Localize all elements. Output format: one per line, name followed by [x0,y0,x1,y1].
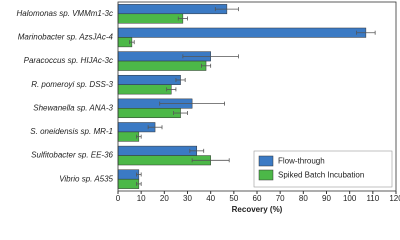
error-bar [200,63,212,68]
x-tick-label: 80 [299,194,308,203]
error-bar [136,181,142,186]
x-tick-label: 40 [206,194,215,203]
bar [117,178,140,189]
bar [117,13,184,24]
x-tick-label: 60 [253,194,262,203]
category-label: Halomonas sp. VMMm1-3c [17,9,113,18]
bar [117,108,181,119]
error-bar [177,16,188,21]
x-tick-label: 100 [343,194,357,203]
category-label: Marinobacter sp. AzsJAc-4 [18,33,114,42]
category-label: S. oneidensis sp. MR-1 [30,127,113,136]
category-label: Shewanella sp. ANA-3 [33,103,113,112]
x-tick-label: 20 [160,194,169,203]
bar [117,4,228,15]
error-bar [356,30,376,35]
error-bar [189,148,205,153]
error-bar [191,158,230,163]
x-tick-label: 0 [116,194,121,203]
bar [117,60,207,71]
error-bar [166,87,177,92]
bar [117,131,140,142]
x-tick-label: 50 [229,194,238,203]
legend-swatch [258,155,274,167]
legend-box [253,150,393,188]
category-label: R. pomeroyi sp. DSS-3 [31,80,113,89]
error-bar [182,54,239,59]
category-label: Sulfitobacter sp. EE-36 [31,151,113,160]
error-bar [214,7,239,12]
bar [117,27,367,38]
error-bar [136,134,142,139]
legend-swatch [258,169,274,181]
bar [117,74,181,85]
x-tick-label: 110 [366,194,379,203]
x-axis-title: Recovery (%) [232,205,283,214]
bar [117,145,198,156]
category-label: Paracoccus sp. HIJAc-3c [24,56,113,65]
x-tick-label: 120 [389,194,400,203]
error-bar [136,172,142,177]
x-tick-label: 70 [276,194,285,203]
legend-label: Spiked Batch Incubation [278,171,364,180]
x-tick-label: 90 [322,194,331,203]
bar [117,169,140,180]
legend-label: Flow-through [278,157,325,166]
error-bar [159,101,225,106]
x-tick-label: 30 [183,194,192,203]
bar [117,84,172,95]
x-tick-label: 10 [137,194,146,203]
plot-frame [117,1,397,192]
error-bar [147,125,163,130]
chart: Recovery (%) 0 10 20 30 40 50 60 70 80 90 100 110 12… [17,1,400,214]
error-bar [175,77,186,82]
error-bar [129,40,135,45]
category-label: Vibrio sp. A535 [59,174,113,183]
error-bar [173,111,188,116]
